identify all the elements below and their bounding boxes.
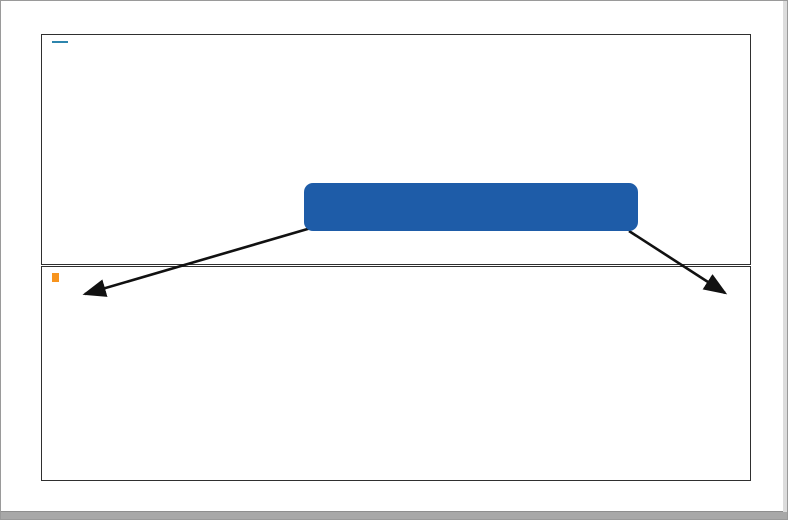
top10-chart-panel xyxy=(41,266,751,481)
top10-area-chart xyxy=(42,267,750,480)
sp500-legend-line-swatch xyxy=(52,41,68,43)
x-axis-ticks xyxy=(42,479,748,486)
top10-legend-swatch xyxy=(52,273,59,282)
sp500-legend xyxy=(52,41,73,43)
top10-legend xyxy=(52,273,64,282)
window-bottom-edge xyxy=(1,511,787,519)
annotation-callout xyxy=(304,183,638,231)
window-right-edge xyxy=(783,1,787,512)
